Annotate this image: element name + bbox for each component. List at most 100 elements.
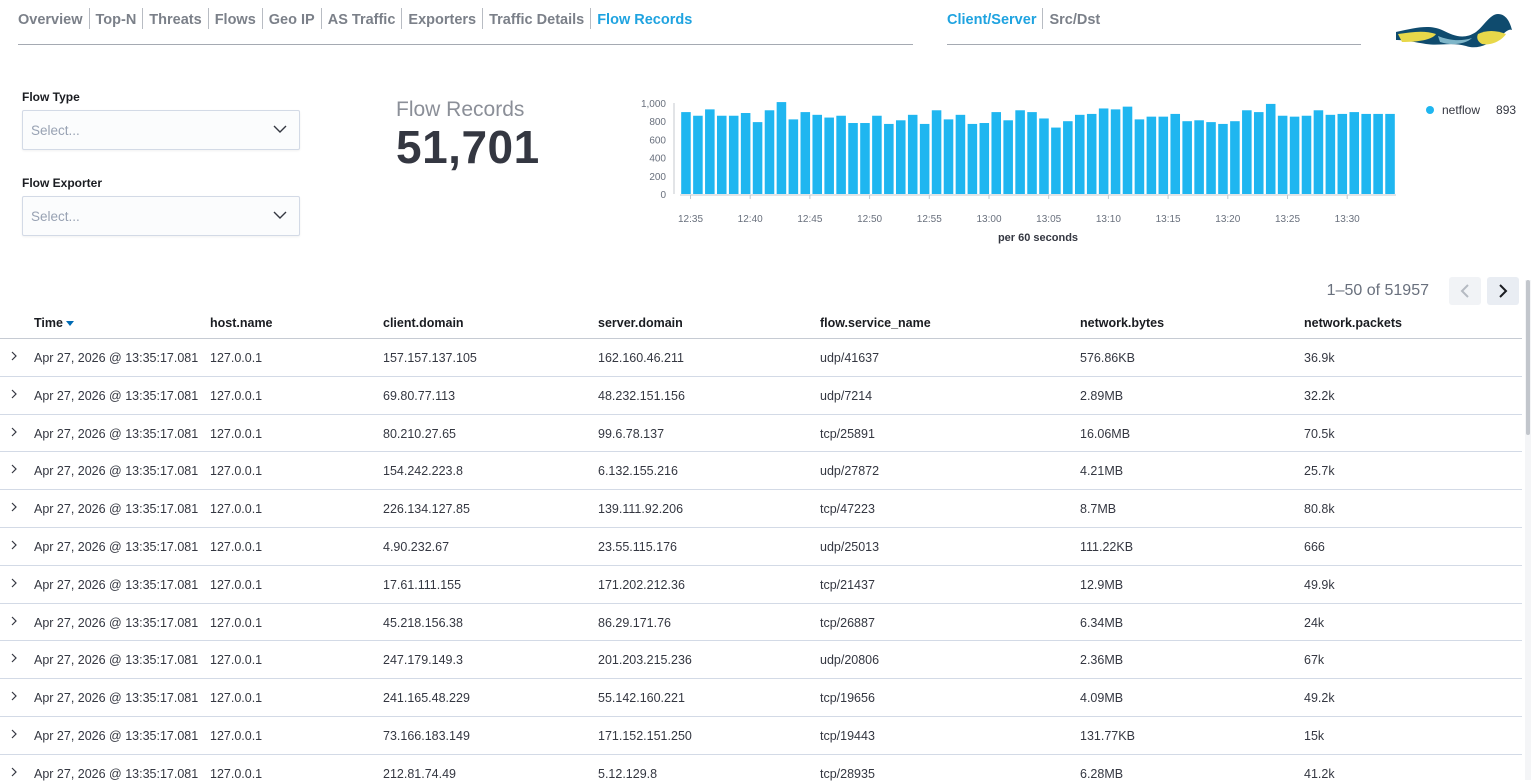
scrollbar-thumb[interactable] (1526, 280, 1530, 435)
chevron-right-icon[interactable] (9, 350, 19, 362)
chevron-left-icon (1460, 284, 1469, 298)
x-tick-label: 12:50 (857, 214, 882, 225)
cell-network-packets: 32.2k (1304, 388, 1335, 403)
vertical-scrollbar[interactable] (1525, 280, 1531, 780)
chart-bar (1206, 122, 1216, 194)
chevron-right-icon[interactable] (9, 388, 19, 400)
cell-network-packets: 15k (1304, 728, 1325, 743)
column-header-network-bytes[interactable]: network.bytes (1080, 316, 1164, 330)
chart-bar (1313, 110, 1324, 194)
chart-bar (1337, 113, 1348, 194)
cell-time: Apr 27, 2026 @ 13:35:17.081 (34, 502, 199, 517)
cell-host-name: 127.0.0.1 (210, 351, 263, 365)
chart-bar (884, 123, 894, 194)
column-header-server-domain[interactable]: server.domain (598, 316, 683, 330)
column-header-client-domain[interactable]: client.domain (383, 316, 464, 330)
chart-bar (931, 110, 942, 194)
x-axis-label: per 60 seconds (998, 232, 1078, 244)
x-tick-label: 13:20 (1215, 214, 1240, 225)
table-row[interactable]: Apr 27, 2026 @ 13:35:17.081 127.0.0.1 226.… (0, 490, 1522, 528)
table-row[interactable]: Apr 27, 2026 @ 13:35:17.081 127.0.0.1 80.2… (0, 415, 1522, 453)
cell-flow-service-name: udp/20806 (820, 653, 880, 668)
chevron-right-icon[interactable] (9, 766, 19, 778)
cell-network-bytes: 4.21MB (1080, 464, 1124, 479)
tab-threats[interactable]: Threats (142, 8, 207, 29)
cell-time: Apr 27, 2026 @ 13:35:17.081 (34, 388, 199, 403)
flow-exporter-select[interactable]: Select... (22, 196, 300, 236)
x-tick-label: 13:30 (1335, 214, 1360, 225)
table-row[interactable]: Apr 27, 2026 @ 13:35:17.081 127.0.0.1 247.… (0, 641, 1522, 680)
chevron-right-icon[interactable] (9, 652, 19, 664)
chart-bar (1301, 115, 1312, 194)
chevron-right-icon[interactable] (9, 615, 19, 627)
cell-client-domain: 17.61.111.155 (383, 577, 462, 592)
cell-network-bytes: 6.34MB (1080, 615, 1124, 630)
chevron-right-icon[interactable] (9, 501, 19, 513)
chevron-right-icon[interactable] (9, 690, 19, 702)
table-row[interactable]: Apr 27, 2026 @ 13:35:17.081 127.0.0.1 241.… (0, 679, 1522, 717)
cell-network-packets: 49.9k (1304, 577, 1335, 592)
chevron-right-icon[interactable] (9, 463, 19, 475)
chart-bar (872, 115, 882, 194)
chart-bar (1265, 103, 1276, 194)
column-header-flow-service-name[interactable]: flow.service_name (820, 316, 931, 330)
cell-host-name: 127.0.0.1 (210, 464, 263, 479)
table-row[interactable]: Apr 27, 2026 @ 13:35:17.081 127.0.0.1 17.6… (0, 566, 1522, 604)
flow-type-label: Flow Type (22, 90, 80, 104)
view-tab-client-server[interactable]: Client/Server (947, 12, 1037, 28)
flow-type-select[interactable]: Select... (22, 110, 300, 150)
next-page-button[interactable] (1487, 277, 1519, 305)
tab-flow-records[interactable]: Flow Records (590, 8, 698, 29)
prev-page-button[interactable] (1449, 277, 1481, 305)
x-tick-label: 12:55 (917, 214, 942, 225)
chart-bar (752, 122, 763, 194)
table-row[interactable]: Apr 27, 2026 @ 13:35:17.081 127.0.0.1 212.… (0, 755, 1522, 781)
cell-client-domain: 154.242.223.8 (383, 464, 463, 479)
tab-exporters[interactable]: Exporters (401, 8, 482, 29)
x-tick-label: 13:00 (976, 214, 1001, 225)
table-row[interactable]: Apr 27, 2026 @ 13:35:17.081 127.0.0.1 4.90… (0, 528, 1522, 566)
cell-client-domain: 4.90.232.67 (383, 539, 450, 554)
column-header-network-packets[interactable]: network.packets (1304, 316, 1402, 330)
cell-server-domain: 6.132.155.216 (598, 464, 678, 479)
table-row[interactable]: Apr 27, 2026 @ 13:35:17.081 127.0.0.1 154.… (0, 452, 1522, 491)
column-header-time[interactable]: Time (34, 316, 74, 330)
chart-legend[interactable]: netflow 893 (1426, 103, 1516, 117)
tab-traffic-details[interactable]: Traffic Details (482, 8, 590, 29)
sort-down-icon[interactable] (65, 320, 74, 327)
table-row[interactable]: Apr 27, 2026 @ 13:35:17.081 127.0.0.1 69.8… (0, 377, 1522, 415)
table-row[interactable]: Apr 27, 2026 @ 13:35:17.081 127.0.0.1 73.1… (0, 717, 1522, 755)
chevron-right-icon[interactable] (9, 426, 19, 438)
chart-bar (1146, 116, 1157, 194)
cell-network-packets: 70.5k (1304, 426, 1335, 441)
view-tab-src-dst[interactable]: Src/Dst (1042, 8, 1106, 29)
chevron-right-icon[interactable] (9, 539, 19, 551)
chart-bar (943, 119, 954, 194)
chevron-right-icon[interactable] (9, 728, 19, 740)
column-header-label: host.name (210, 316, 273, 330)
chevron-right-icon[interactable] (9, 577, 19, 589)
cell-time: Apr 27, 2026 @ 13:35:17.081 (34, 615, 199, 630)
chart-bar (740, 113, 751, 194)
chart-bar (1003, 120, 1013, 194)
table-row[interactable]: Apr 27, 2026 @ 13:35:17.081 127.0.0.1 45.2… (0, 604, 1522, 642)
tab-as-traffic[interactable]: AS Traffic (320, 8, 402, 29)
flow-records-histogram: 0 200 400 600 800 1,000 12:35 12:40 12:45 12:50 12… (641, 99, 1396, 244)
column-header-label: flow.service_name (820, 316, 931, 330)
cell-network-packets: 24k (1304, 615, 1325, 630)
column-header-host-name[interactable]: host.name (210, 316, 273, 330)
tab-overview[interactable]: Overview (18, 12, 83, 28)
y-tick-label: 400 (649, 154, 666, 165)
tab-top-n[interactable]: Top-N (88, 8, 143, 29)
tab-flows[interactable]: Flows (207, 8, 262, 29)
chart-bar (1051, 127, 1061, 194)
tab-geo-ip[interactable]: Geo IP (261, 8, 321, 29)
cell-host-name: 127.0.0.1 (210, 539, 263, 554)
cell-network-bytes: 16.06MB (1080, 426, 1131, 441)
chart-bar (1027, 112, 1037, 194)
cell-network-bytes: 131.77KB (1080, 728, 1135, 743)
chart-bar (776, 102, 787, 194)
chart-bar (693, 115, 703, 194)
table-row[interactable]: Apr 27, 2026 @ 13:35:17.081 127.0.0.1 157.… (0, 339, 1522, 377)
cell-flow-service-name: udp/27872 (820, 464, 880, 479)
